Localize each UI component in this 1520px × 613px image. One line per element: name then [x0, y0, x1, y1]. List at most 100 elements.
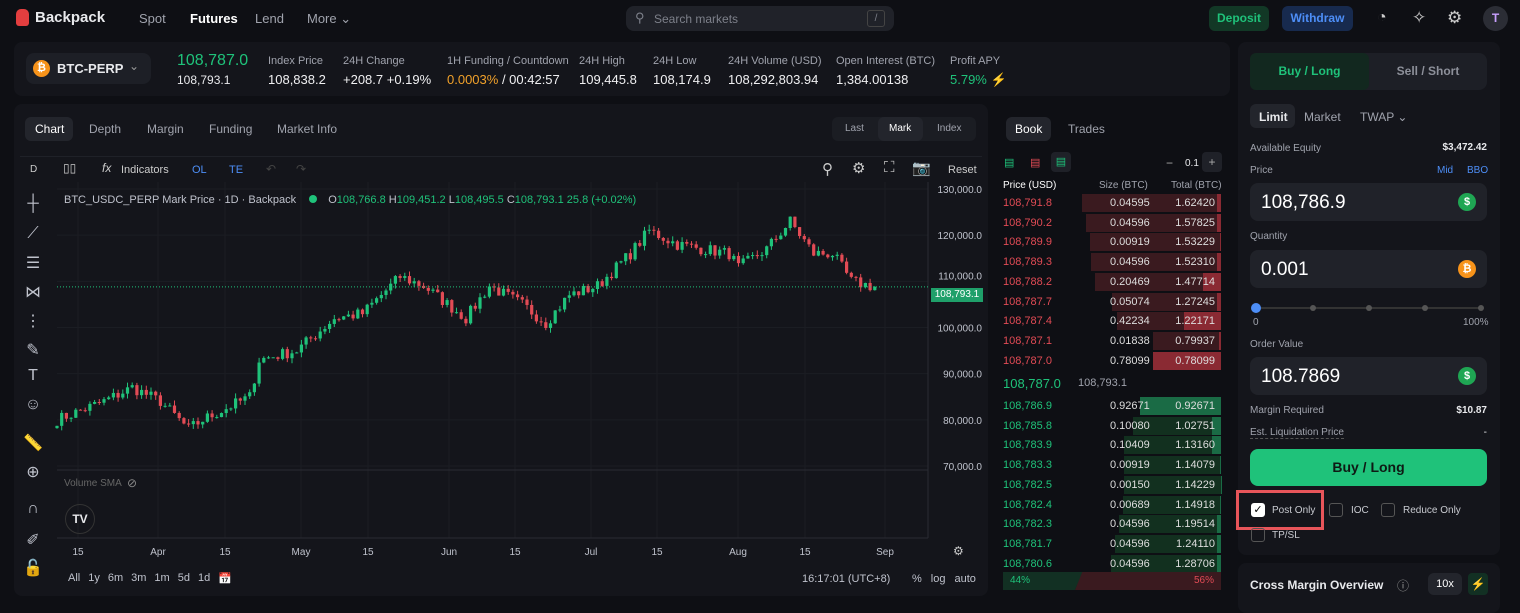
- candle-body: [60, 413, 63, 426]
- scale-percent[interactable]: %: [912, 573, 922, 585]
- candle-body: [817, 251, 820, 256]
- order-type-twap[interactable]: TWAP ⌄: [1360, 110, 1407, 124]
- step-increase-button[interactable]: +: [1202, 152, 1222, 172]
- ioc-checkbox[interactable]: IOC: [1329, 503, 1369, 517]
- book-view-asks-icon[interactable]: ▤: [1030, 156, 1040, 169]
- sell-short-tab[interactable]: Sell / Short: [1369, 53, 1487, 90]
- withdraw-button[interactable]: Withdraw: [1282, 6, 1353, 31]
- candle-body: [718, 250, 721, 256]
- buy-long-submit-button[interactable]: Buy / Long: [1250, 449, 1487, 486]
- candle-body: [615, 263, 618, 279]
- tab-book[interactable]: Book: [1015, 122, 1042, 136]
- avatar[interactable]: T: [1483, 6, 1508, 31]
- candle-body: [525, 300, 528, 305]
- liquidation-label: Est. Liquidation Price: [1250, 427, 1344, 439]
- tab-trades[interactable]: Trades: [1068, 122, 1105, 136]
- range-6m[interactable]: 6m: [108, 572, 123, 585]
- range-5d[interactable]: 5d: [178, 572, 190, 585]
- candle-body: [709, 245, 712, 254]
- range-all[interactable]: All: [68, 572, 80, 585]
- candle-body: [845, 262, 848, 273]
- scale-log[interactable]: log: [931, 573, 946, 585]
- candle-body: [530, 305, 533, 315]
- sparkle-icon[interactable]: ✧: [1412, 8, 1426, 28]
- row-total: 1.14229: [1175, 479, 1215, 491]
- col-price: Price (USD): [1003, 180, 1056, 191]
- candle-body: [333, 319, 336, 324]
- candle-body: [554, 310, 557, 323]
- candle-body: [187, 424, 190, 425]
- step-decrease-button[interactable]: −: [1166, 156, 1173, 170]
- candle-body: [784, 228, 787, 236]
- buy-long-tab[interactable]: Buy / Long: [1250, 53, 1369, 90]
- candle-body: [511, 292, 514, 295]
- deposit-button[interactable]: Deposit: [1209, 6, 1269, 31]
- mid-price-button[interactable]: Mid: [1437, 165, 1453, 176]
- eye-hidden-icon[interactable]: ⊘: [127, 476, 137, 490]
- post-only-checkbox[interactable]: ✓Post Only: [1251, 503, 1315, 517]
- row-size: 0.05074: [1110, 296, 1150, 308]
- price-input[interactable]: 108,786.9$: [1250, 183, 1487, 221]
- candle-body: [474, 306, 477, 309]
- check-icon: ✓: [1251, 503, 1265, 517]
- info-icon[interactable]: ⓘ: [1397, 577, 1409, 594]
- scale-auto[interactable]: auto: [954, 573, 975, 585]
- price-chart[interactable]: 130,000.0120,000.0110,000.0100,000.090,0…: [0, 0, 995, 605]
- book-view-bids-icon[interactable]: ▤: [1051, 152, 1071, 172]
- bbo-button[interactable]: BBO: [1467, 165, 1488, 176]
- quantity-input[interactable]: 0.001₿: [1250, 250, 1487, 288]
- range-3m[interactable]: 3m: [131, 572, 146, 585]
- candle-body: [164, 406, 167, 407]
- cross-margin-title[interactable]: Cross Margin Overview: [1250, 578, 1383, 592]
- range-1m[interactable]: 1m: [154, 572, 169, 585]
- order-type-market[interactable]: Market: [1304, 110, 1341, 124]
- candle-body: [826, 255, 829, 258]
- reduce-only-checkbox[interactable]: Reduce Only: [1381, 503, 1461, 517]
- leverage-button[interactable]: 10x: [1428, 573, 1462, 595]
- sell-ratio-bar: 56%: [1075, 572, 1221, 590]
- portfolio-pie-icon[interactable]: ◔: [1377, 9, 1387, 27]
- candle-body: [225, 409, 228, 413]
- book-view-both-icon[interactable]: ▤: [1004, 156, 1014, 169]
- order-type-limit[interactable]: Limit: [1259, 110, 1288, 124]
- x-tick-label: 15: [72, 547, 84, 558]
- candle-body: [413, 281, 416, 283]
- candle-body: [84, 410, 87, 411]
- candle-body: [488, 286, 491, 296]
- settings-gear-icon[interactable]: ⚙: [1447, 8, 1462, 28]
- lightning-icon[interactable]: ⚡: [1468, 573, 1488, 595]
- range-1y[interactable]: 1y: [88, 572, 100, 585]
- candle-body: [408, 276, 411, 283]
- axis-settings-icon[interactable]: ⚙: [953, 544, 964, 558]
- range-1d[interactable]: 1d: [198, 572, 210, 585]
- tpsl-checkbox[interactable]: TP/SL: [1251, 528, 1300, 542]
- row-price: 108,787.1: [1003, 335, 1052, 347]
- row-size: 0.92671: [1110, 400, 1150, 412]
- candle-body: [728, 248, 731, 259]
- order-value-input[interactable]: 108.7869$: [1250, 357, 1487, 395]
- row-price: 108,786.9: [1003, 400, 1052, 412]
- goto-date-icon[interactable]: 📅: [218, 572, 232, 585]
- tradingview-logo-icon[interactable]: TV: [65, 504, 95, 534]
- candle-body: [596, 281, 599, 289]
- candle-body: [323, 329, 326, 332]
- slider-handle[interactable]: [1251, 303, 1261, 313]
